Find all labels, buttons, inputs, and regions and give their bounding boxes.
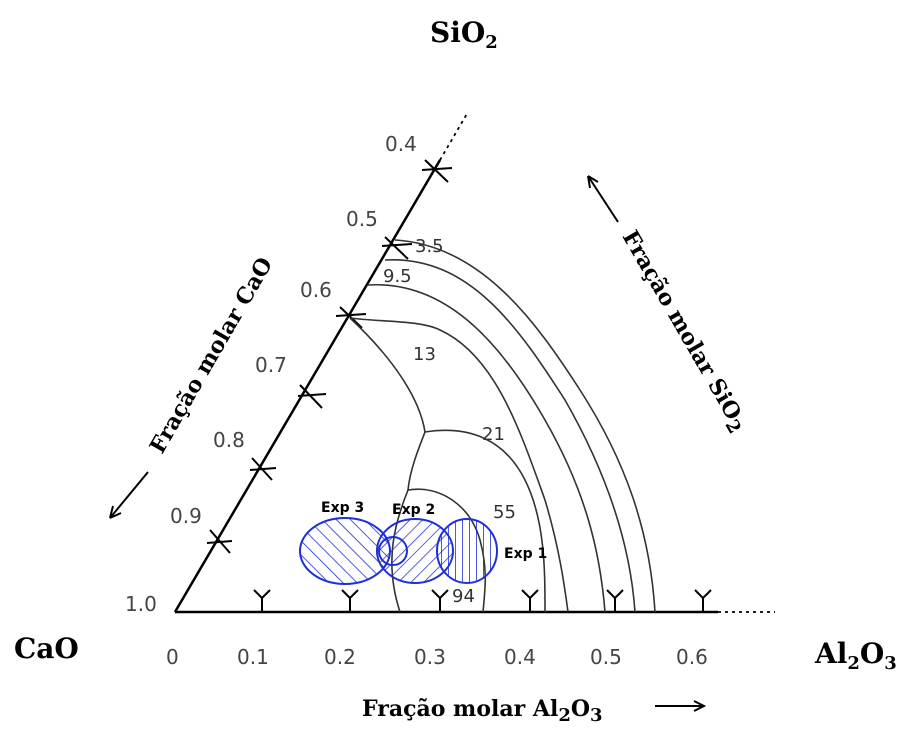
contour-label-55: 55 bbox=[493, 502, 516, 523]
experiment-labels: Exp 3 Exp 2 Exp 1 bbox=[321, 500, 547, 562]
exp2-label: Exp 2 bbox=[392, 502, 435, 518]
bottom-axis-arrow-icon bbox=[655, 700, 707, 712]
bottom-tick-mark-0.5 bbox=[606, 589, 624, 612]
right-axis-arrow-icon bbox=[587, 175, 619, 223]
bottom-tick-label: 0.3 bbox=[414, 645, 446, 669]
left-tick-label: 0.8 bbox=[213, 428, 245, 452]
bottom-tick-mark-0.3 bbox=[431, 589, 449, 612]
contour-9.5 bbox=[384, 259, 636, 613]
bottom-tick-mark-0.1 bbox=[253, 589, 271, 612]
left-tick-label: 1.0 bbox=[125, 592, 157, 616]
exp1-region bbox=[436, 518, 498, 584]
bottom-tick-mark-0.4 bbox=[521, 589, 539, 612]
contour-label-21: 21 bbox=[482, 424, 505, 445]
right-axis-title: Fração molar SiO2 bbox=[613, 226, 752, 437]
bottom-tick-label: 0.6 bbox=[676, 645, 708, 669]
contour-label-9.5: 9.5 bbox=[383, 266, 412, 287]
left-tick-labels: 1.0 0.9 0.8 0.7 0.6 0.5 0.4 bbox=[125, 132, 417, 616]
contour-labels: 3.5 9.5 13 21 55 94 bbox=[383, 236, 516, 607]
exp2-inner-circle bbox=[378, 536, 408, 566]
contour-label-13: 13 bbox=[413, 344, 436, 365]
corner-label-sio2: SiO2 bbox=[430, 16, 498, 53]
bottom-tick-labels: 0 0.1 0.2 0.3 0.4 0.5 0.6 bbox=[166, 645, 708, 669]
contour-21 bbox=[349, 317, 546, 613]
bottom-tick-label: 0.1 bbox=[237, 645, 269, 669]
contour-13 bbox=[349, 317, 569, 613]
contour-label-94: 94 bbox=[452, 586, 475, 607]
exp3-label: Exp 3 bbox=[321, 500, 364, 516]
left-axis-arrow-icon bbox=[109, 471, 149, 519]
left-tick-label: 0.5 bbox=[346, 207, 378, 231]
left-axis bbox=[173, 159, 442, 613]
left-axis-ticks bbox=[206, 159, 453, 554]
left-tick-label: 0.9 bbox=[170, 504, 202, 528]
bottom-tick-mark-0.6 bbox=[694, 589, 712, 612]
iso-contours bbox=[349, 239, 656, 613]
left-tick-label: 0.7 bbox=[255, 353, 287, 377]
left-tick-mark-0.8 bbox=[249, 457, 277, 481]
bottom-axis-ticks bbox=[253, 589, 712, 612]
bottom-tick-mark-0.2 bbox=[341, 589, 359, 612]
bottom-tick-label: 0.5 bbox=[590, 645, 622, 669]
contour-3.5 bbox=[394, 239, 656, 613]
left-tick-mark-0.9 bbox=[206, 529, 233, 554]
bottom-tick-label: 0.4 bbox=[504, 645, 536, 669]
contour-9.5-inner bbox=[367, 284, 606, 613]
left-tick-mark-0.4 bbox=[421, 159, 453, 183]
exp1-label: Exp 1 bbox=[504, 546, 547, 562]
corner-label-al2o3: Al2O3 bbox=[814, 637, 897, 674]
contour-label-3.5: 3.5 bbox=[415, 236, 444, 257]
left-axis-extension bbox=[439, 111, 469, 161]
bottom-axis-title: Fração molar Al2O3 bbox=[362, 696, 603, 726]
bottom-tick-label: 0 bbox=[166, 645, 179, 669]
corner-label-cao: CaO bbox=[14, 632, 79, 665]
left-tick-label: 0.4 bbox=[385, 132, 417, 156]
left-tick-mark-0.7 bbox=[297, 384, 327, 409]
experiment-regions bbox=[299, 517, 498, 585]
left-tick-mark-0.5 bbox=[381, 236, 413, 260]
bottom-tick-label: 0.2 bbox=[324, 645, 356, 669]
left-tick-label: 0.6 bbox=[300, 278, 332, 302]
